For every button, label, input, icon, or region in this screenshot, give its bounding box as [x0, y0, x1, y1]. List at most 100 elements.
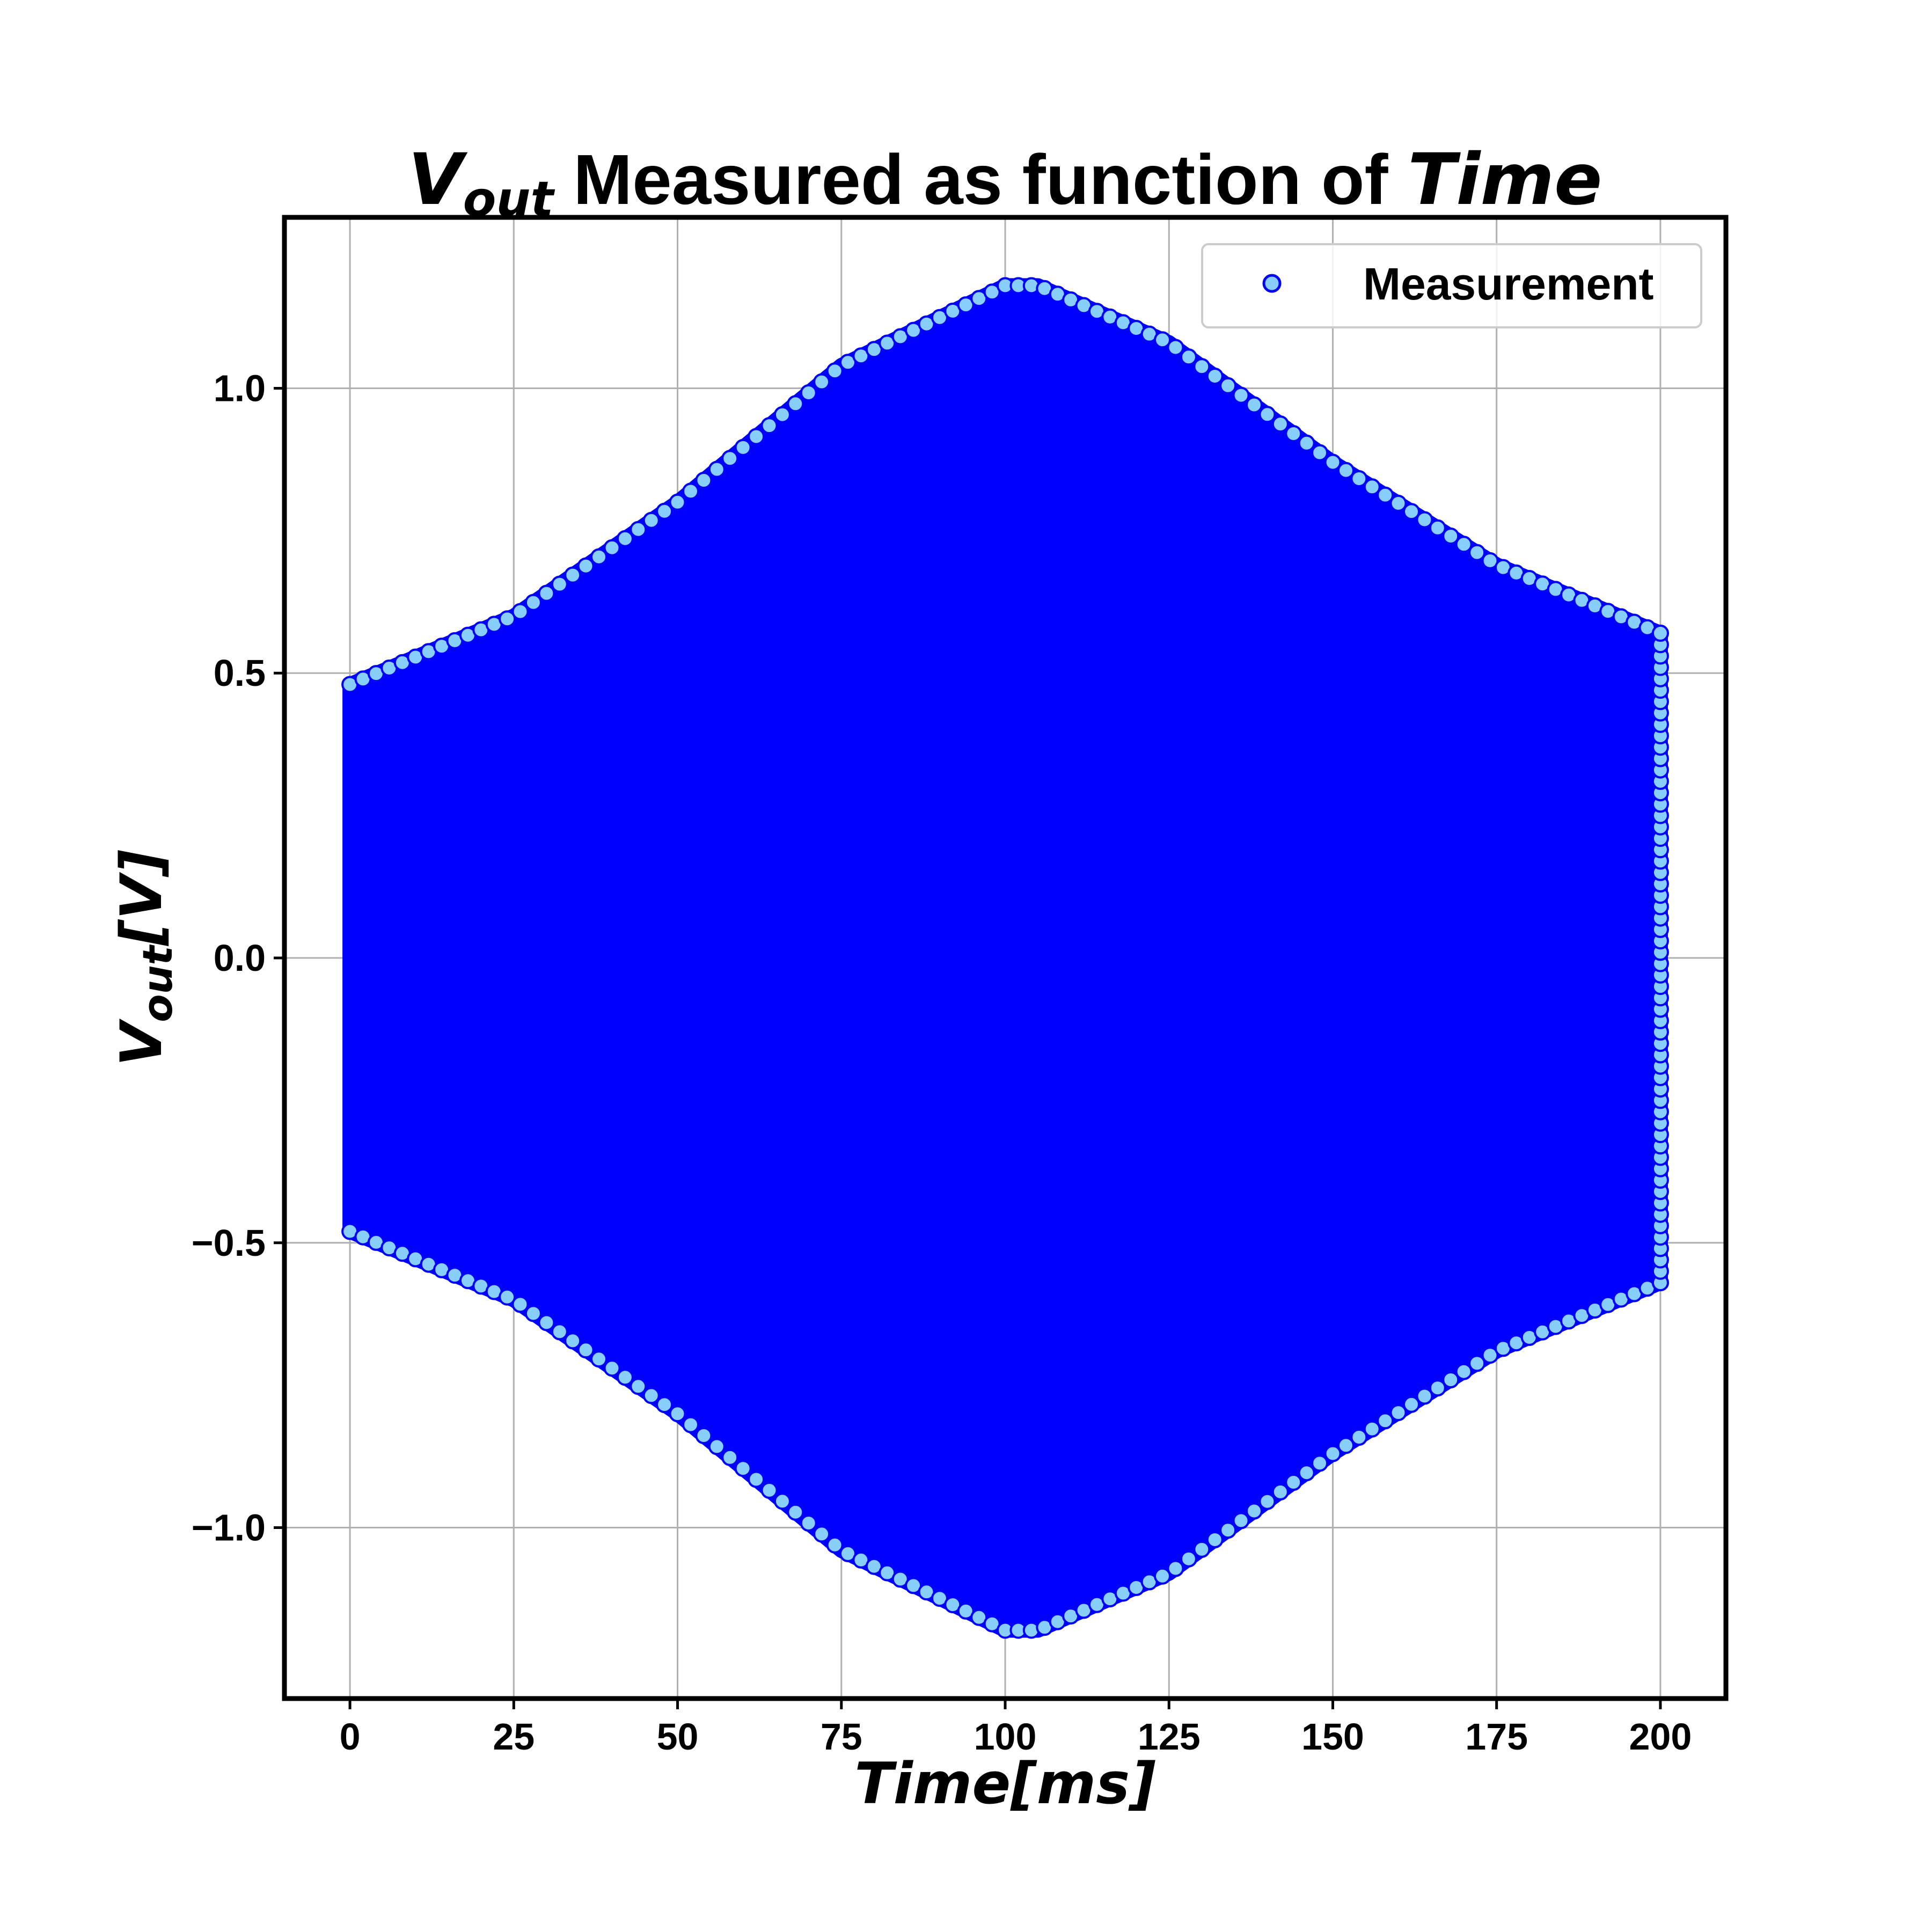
data-point	[577, 1341, 595, 1359]
data-point	[1285, 425, 1302, 442]
data-point	[524, 594, 542, 611]
data-point	[1245, 396, 1263, 414]
y-label-unit: [V]	[108, 850, 174, 947]
data-point	[773, 1492, 791, 1510]
data-point	[656, 502, 674, 520]
data-point	[524, 1305, 542, 1322]
data-point	[1167, 1560, 1184, 1577]
data-point	[1429, 1379, 1446, 1397]
data-point	[1154, 331, 1171, 349]
data-point	[590, 548, 608, 566]
data-point	[551, 575, 568, 593]
data-point	[1193, 358, 1211, 376]
y-label-var: V	[108, 1018, 174, 1066]
data-point	[1350, 470, 1368, 487]
data-point	[1377, 486, 1394, 504]
data-point	[1219, 377, 1237, 394]
legend-entry-measurement: Measurement	[1363, 259, 1654, 309]
data-point	[538, 584, 555, 602]
data-point	[1389, 1404, 1407, 1422]
y-label-subscript: out	[134, 944, 181, 1022]
y-axis-label: Vout[V]	[108, 850, 181, 1066]
legend: Measurement	[1201, 243, 1702, 328]
y-tick-label: 1.0	[214, 367, 266, 409]
y-tick-label: −1.0	[192, 1507, 266, 1549]
data-point	[1245, 1502, 1263, 1520]
data-point	[616, 530, 634, 547]
data-point	[695, 1427, 713, 1444]
data-point	[1416, 511, 1433, 529]
data-point	[1455, 536, 1473, 553]
data-point	[787, 1503, 804, 1521]
data-points	[341, 277, 1669, 1639]
data-point	[1311, 1454, 1328, 1472]
legend-box	[1201, 243, 1702, 328]
data-point	[1468, 1355, 1486, 1372]
data-point	[1337, 462, 1355, 479]
x-tick-label: 100	[974, 1716, 1037, 1758]
data-point	[551, 1323, 568, 1341]
chart-title: Vout Measured as function of Time	[408, 138, 1602, 228]
x-ticks: 0 25 50 75 100 125 150 175 200	[340, 1699, 1692, 1758]
data-point	[577, 557, 595, 575]
data-point	[1324, 453, 1342, 471]
data-point	[682, 482, 699, 500]
data-point	[1324, 1445, 1342, 1462]
data-point	[1232, 1512, 1250, 1529]
x-tick-label: 150	[1301, 1716, 1364, 1758]
data-point	[826, 1536, 844, 1554]
data-point	[1651, 624, 1669, 642]
data-point	[1337, 1437, 1355, 1454]
data-point	[1232, 386, 1250, 404]
x-tick-label: 175	[1465, 1716, 1528, 1758]
data-point	[1271, 415, 1289, 433]
data-point	[511, 603, 529, 620]
data-point	[721, 1448, 739, 1466]
data-point	[1455, 1363, 1473, 1380]
data-point	[511, 1296, 529, 1313]
data-point	[1389, 494, 1407, 512]
data-point	[1154, 1567, 1171, 1585]
data-point	[630, 521, 647, 538]
x-tick-label: 0	[340, 1716, 361, 1758]
x-axis-label: Time[ms]	[854, 1751, 1155, 1817]
data-point	[1442, 1371, 1460, 1388]
data-point	[1442, 528, 1460, 545]
data-point	[669, 493, 686, 511]
data-point	[1298, 434, 1315, 452]
y-ticks: −1.0 −0.5 0.0 0.5 1.0	[192, 367, 284, 1549]
data-point	[1363, 478, 1381, 496]
data-point	[1206, 1531, 1224, 1548]
data-point	[748, 428, 765, 445]
data-point	[1193, 1540, 1211, 1558]
data-point	[564, 566, 582, 584]
x-tick-label: 25	[493, 1716, 535, 1758]
data-point	[721, 450, 739, 467]
data-point	[760, 417, 778, 435]
measurement-cloud	[342, 278, 1668, 1638]
data-point	[1258, 1492, 1276, 1510]
data-point	[695, 472, 713, 489]
data-point	[499, 610, 516, 628]
title-var: V	[408, 138, 467, 221]
data-point	[813, 373, 831, 391]
y-tick-label: 0.0	[214, 937, 266, 979]
data-point	[1416, 1387, 1433, 1405]
data-point	[656, 1396, 674, 1414]
data-point	[590, 1350, 608, 1368]
data-point	[1363, 1420, 1381, 1438]
data-point	[708, 460, 726, 478]
data-point	[564, 1332, 582, 1350]
x-tick-label: 200	[1629, 1716, 1692, 1758]
data-point	[603, 1359, 621, 1377]
data-point	[826, 362, 844, 380]
x-tick-label: 75	[821, 1716, 862, 1758]
data-point	[708, 1438, 726, 1455]
data-point	[1298, 1464, 1315, 1482]
data-point	[1429, 519, 1446, 537]
data-point	[734, 438, 752, 456]
data-point	[1311, 444, 1328, 462]
data-point	[1180, 348, 1197, 366]
data-point	[800, 1514, 817, 1532]
